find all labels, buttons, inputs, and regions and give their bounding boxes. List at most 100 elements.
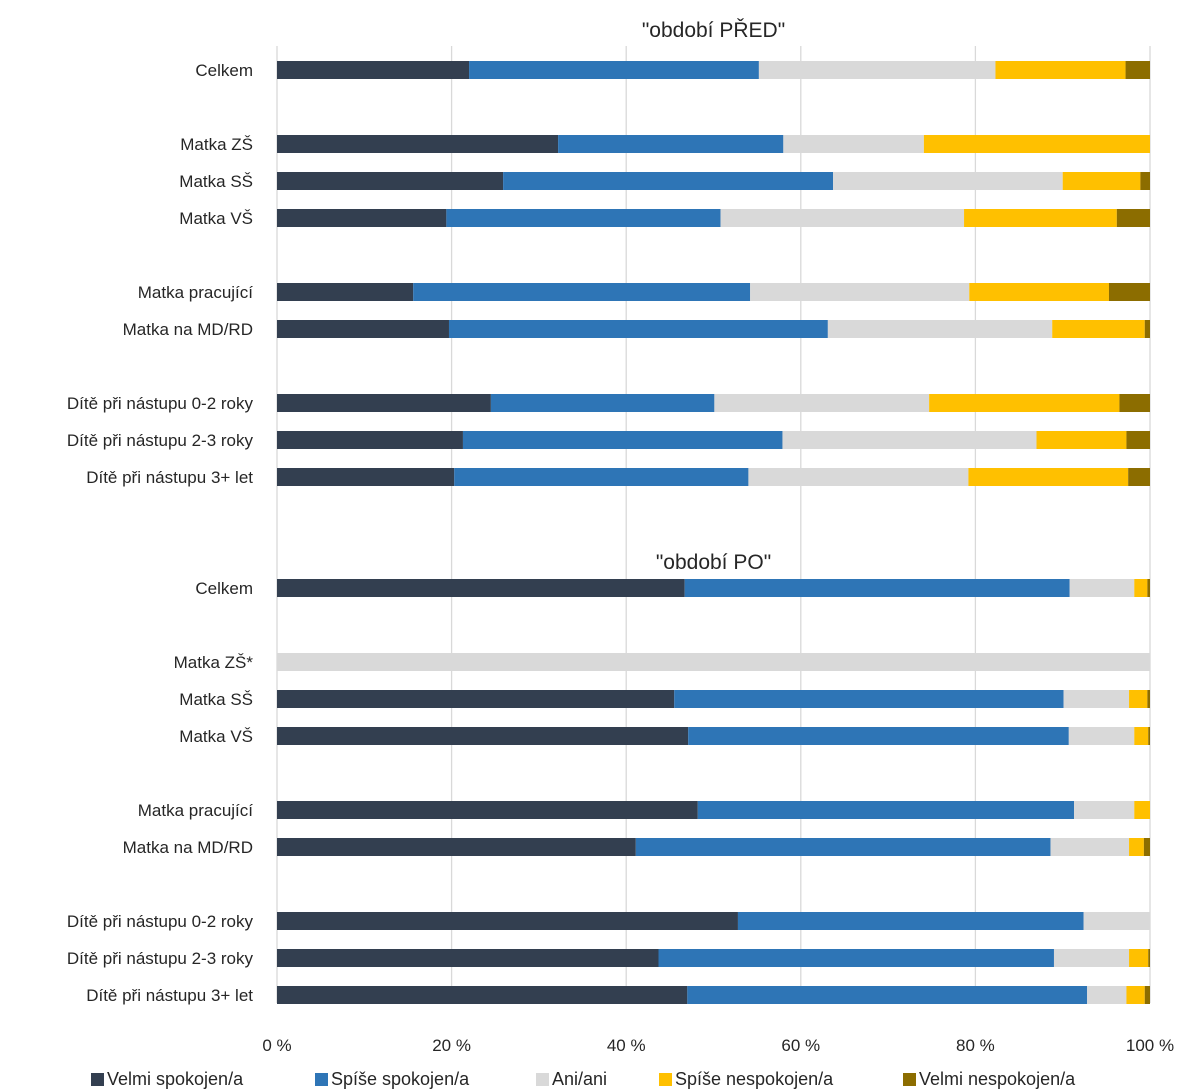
bar-velmi-spokojen-a	[277, 986, 688, 1004]
bar-velmi-spokojen-a	[277, 912, 738, 930]
bar-ani-ani	[277, 653, 1150, 671]
bar-spise-nespokojen-a	[969, 283, 1109, 301]
bar-velmi-nespokojen-a	[1147, 579, 1150, 597]
bar-spise-nespokojen-a	[1134, 727, 1149, 745]
bar-velmi-nespokojen-a	[1148, 949, 1150, 967]
legend-swatch-velmi-spokojen-a	[91, 1073, 104, 1086]
bar-spise-spokojen-a	[558, 135, 784, 153]
legend-swatch-spise-spokojen-a	[315, 1073, 328, 1086]
category-label: Dítě při nástupu 0-2 roky	[67, 912, 254, 931]
bar-ani-ani	[1087, 986, 1127, 1004]
category-label: Matka ZŠ	[180, 135, 253, 154]
category-label: Dítě při nástupu 0-2 roky	[67, 394, 254, 413]
bar-velmi-nespokojen-a	[1108, 283, 1150, 301]
category-label: Matka VŠ	[179, 727, 253, 746]
bar-velmi-spokojen-a	[277, 431, 463, 449]
bar-spise-spokojen-a	[490, 394, 715, 412]
bar-ani-ani	[714, 394, 930, 412]
category-label: Celkem	[195, 61, 253, 80]
legend-swatch-spise-nespokojen-a	[659, 1073, 672, 1086]
bar-spise-nespokojen-a	[929, 394, 1120, 412]
bar-spise-spokojen-a	[503, 172, 834, 190]
x-axis-ticks: 0 % 20 % 40 % 60 % 80 % 100 %	[262, 1036, 1174, 1055]
bar-spise-nespokojen-a	[1062, 172, 1141, 190]
x-tick-label: 40 %	[607, 1036, 646, 1055]
legend-label: Velmi spokojen/a	[107, 1069, 244, 1089]
bar-spise-nespokojen-a	[923, 135, 1150, 153]
legend-label: Ani/ani	[552, 1069, 607, 1089]
legend-label: Spíše nespokojen/a	[675, 1069, 834, 1089]
bar-velmi-nespokojen-a	[1148, 727, 1150, 745]
category-label: Matka pracující	[138, 801, 254, 820]
bar-spise-nespokojen-a	[1134, 579, 1148, 597]
bar-spise-spokojen-a	[413, 283, 751, 301]
bar-spise-spokojen-a	[684, 579, 1070, 597]
panel-title: "období PO"	[656, 551, 771, 574]
bar-ani-ani	[827, 320, 1053, 338]
bar-velmi-spokojen-a	[277, 727, 689, 745]
category-label: Dítě při nástupu 3+ let	[86, 468, 253, 487]
bar-ani-ani	[1074, 801, 1135, 819]
bar-velmi-nespokojen-a	[1125, 61, 1150, 79]
bar-spise-spokojen-a	[469, 61, 759, 79]
category-label: Dítě při nástupu 2-3 roky	[67, 949, 254, 968]
bar-ani-ani	[748, 468, 969, 486]
bar-ani-ani	[833, 172, 1063, 190]
bar-ani-ani	[1068, 727, 1135, 745]
legend: Velmi spokojen/a Spíše spokojen/a Ani/ani S…	[91, 1069, 1076, 1089]
bar-ani-ani	[1083, 912, 1150, 930]
category-label: Celkem	[195, 579, 253, 598]
bar-velmi-nespokojen-a	[1128, 468, 1150, 486]
category-labels: Celkem Matka ZŠ Matka SŠ Matka VŠ Matka prac…	[67, 61, 254, 1005]
bar-velmi-nespokojen-a	[1116, 209, 1150, 227]
bar-spise-spokojen-a	[454, 468, 749, 486]
bar-ani-ani	[720, 209, 965, 227]
bar-ani-ani	[750, 283, 970, 301]
category-label: Matka SŠ	[179, 690, 253, 709]
bar-velmi-spokojen-a	[277, 468, 455, 486]
bar-ani-ani	[783, 135, 924, 153]
bar-spise-nespokojen-a	[1036, 431, 1127, 449]
bar-spise-spokojen-a	[674, 690, 1064, 708]
x-tick-label: 60 %	[781, 1036, 820, 1055]
bar-spise-spokojen-a	[697, 801, 1075, 819]
bar-velmi-spokojen-a	[277, 801, 698, 819]
x-tick-label: 0 %	[262, 1036, 291, 1055]
bar-spise-nespokojen-a	[1129, 838, 1144, 856]
bar-spise-nespokojen-a	[968, 468, 1129, 486]
bars	[277, 61, 1150, 1004]
bar-ani-ani	[758, 61, 996, 79]
bar-spise-spokojen-a	[448, 320, 828, 338]
bar-ani-ani	[1063, 690, 1130, 708]
bar-velmi-nespokojen-a	[1119, 394, 1150, 412]
legend-label: Spíše spokojen/a	[331, 1069, 470, 1089]
x-tick-label: 20 %	[432, 1036, 471, 1055]
bar-spise-nespokojen-a	[1134, 801, 1150, 819]
category-label: Matka na MD/RD	[123, 838, 253, 857]
bar-velmi-spokojen-a	[277, 283, 414, 301]
bar-velmi-nespokojen-a	[1140, 172, 1150, 190]
bar-spise-spokojen-a	[687, 986, 1088, 1004]
bar-velmi-spokojen-a	[277, 394, 491, 412]
bar-velmi-nespokojen-a	[1147, 690, 1150, 708]
legend-label: Velmi nespokojen/a	[919, 1069, 1076, 1089]
bar-velmi-spokojen-a	[277, 949, 659, 967]
panel-titles: "období PŘED" "období PO"	[642, 19, 785, 574]
bar-spise-nespokojen-a	[995, 61, 1126, 79]
bar-ani-ani	[782, 431, 1037, 449]
bar-spise-nespokojen-a	[1052, 320, 1145, 338]
bar-velmi-nespokojen-a	[1143, 838, 1150, 856]
category-label: Dítě při nástupu 3+ let	[86, 986, 253, 1005]
panel-title: "období PŘED"	[642, 19, 785, 42]
bar-velmi-nespokojen-a	[1126, 431, 1150, 449]
bar-spise-spokojen-a	[658, 949, 1054, 967]
bar-spise-spokojen-a	[462, 431, 783, 449]
category-label: Matka na MD/RD	[123, 320, 253, 339]
category-label: Matka ZŠ*	[174, 653, 254, 672]
category-label: Matka SŠ	[179, 172, 253, 191]
bar-velmi-spokojen-a	[277, 320, 449, 338]
bar-velmi-spokojen-a	[277, 61, 470, 79]
bar-velmi-spokojen-a	[277, 135, 559, 153]
bar-ani-ani	[1053, 949, 1130, 967]
